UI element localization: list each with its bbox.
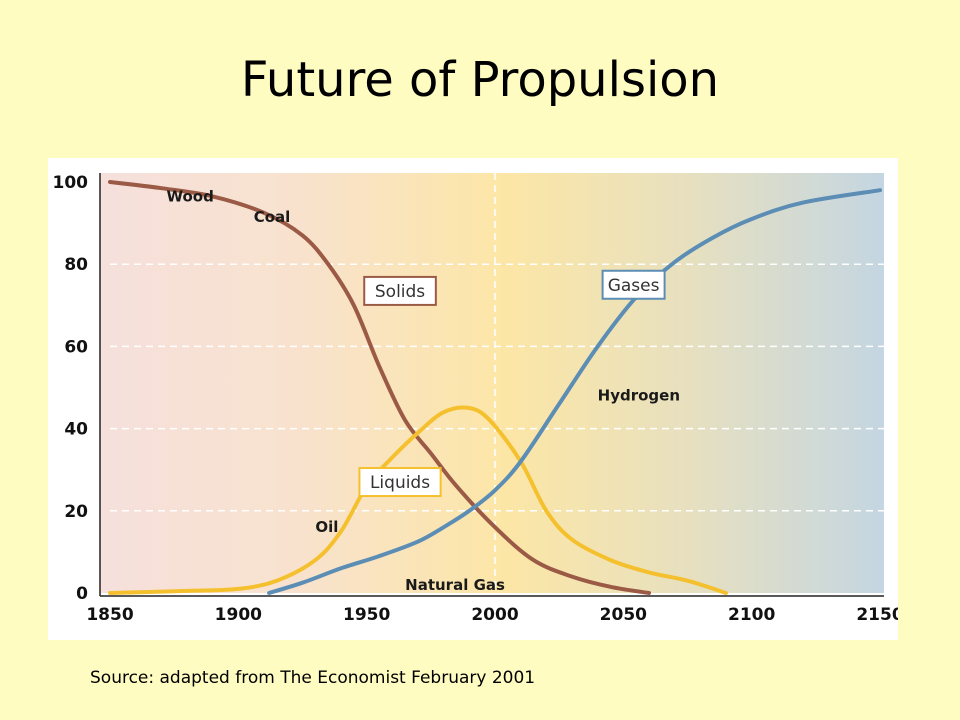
series-line-liquids bbox=[108, 405, 728, 595]
series bbox=[108, 180, 882, 595]
series-line-solids bbox=[108, 180, 651, 595]
legend-label-gases: Gases bbox=[608, 276, 660, 296]
x-tick-label-2150: 2150 bbox=[856, 605, 898, 625]
legend-label-solids: Solids bbox=[375, 282, 425, 302]
y-tick-label-80: 80 bbox=[64, 255, 88, 275]
slide-title: Future of Propulsion bbox=[240, 52, 720, 108]
x-tick-label-2000: 2000 bbox=[471, 605, 518, 625]
x-tick-label-1950: 1950 bbox=[343, 605, 390, 625]
y-tick-label-40: 40 bbox=[64, 420, 88, 440]
x-tick-label-2100: 2100 bbox=[728, 605, 775, 625]
y-tick-label-20: 20 bbox=[64, 502, 88, 522]
annotation-hydrogen: Hydrogen bbox=[598, 387, 680, 405]
annotation-oil: Oil bbox=[315, 518, 338, 536]
y-tick-label-60: 60 bbox=[64, 337, 88, 357]
series-line-gases bbox=[267, 188, 882, 595]
x-tick-label-1900: 1900 bbox=[215, 605, 262, 625]
plot-background bbox=[100, 173, 884, 593]
legend-box-liquids bbox=[358, 467, 442, 498]
chart-panel: 0 20 40 60 80 100 1850 1900 1950 2000 2050 2100 2150… bbox=[48, 158, 898, 640]
annotation-coal: Coal bbox=[254, 208, 291, 226]
axes: 0 20 40 60 80 100 1850 1900 1950 2000 2050 2100 2150 bbox=[53, 173, 898, 625]
y-tick-label-0: 0 bbox=[76, 584, 88, 604]
annotation-wood: Wood bbox=[166, 187, 213, 205]
legend-box-solids bbox=[363, 275, 437, 306]
y-tick-label-100: 100 bbox=[53, 173, 89, 193]
propulsion-chart: 0 20 40 60 80 100 1850 1900 1950 2000 2050 2100 2150… bbox=[53, 173, 898, 625]
legend-box-gases bbox=[601, 269, 666, 300]
annotation-natural-gas: Natural Gas bbox=[405, 576, 505, 594]
source-note: Source: adapted from The Economist Febru… bbox=[90, 668, 536, 688]
labels: Wood Coal Oil Natural Gas Hydrogen Solids Liqu… bbox=[166, 187, 680, 593]
x-tick-label-1850: 1850 bbox=[86, 605, 133, 625]
legend-label-liquids: Liquids bbox=[370, 473, 430, 493]
x-tick-label-2050: 2050 bbox=[600, 605, 647, 625]
